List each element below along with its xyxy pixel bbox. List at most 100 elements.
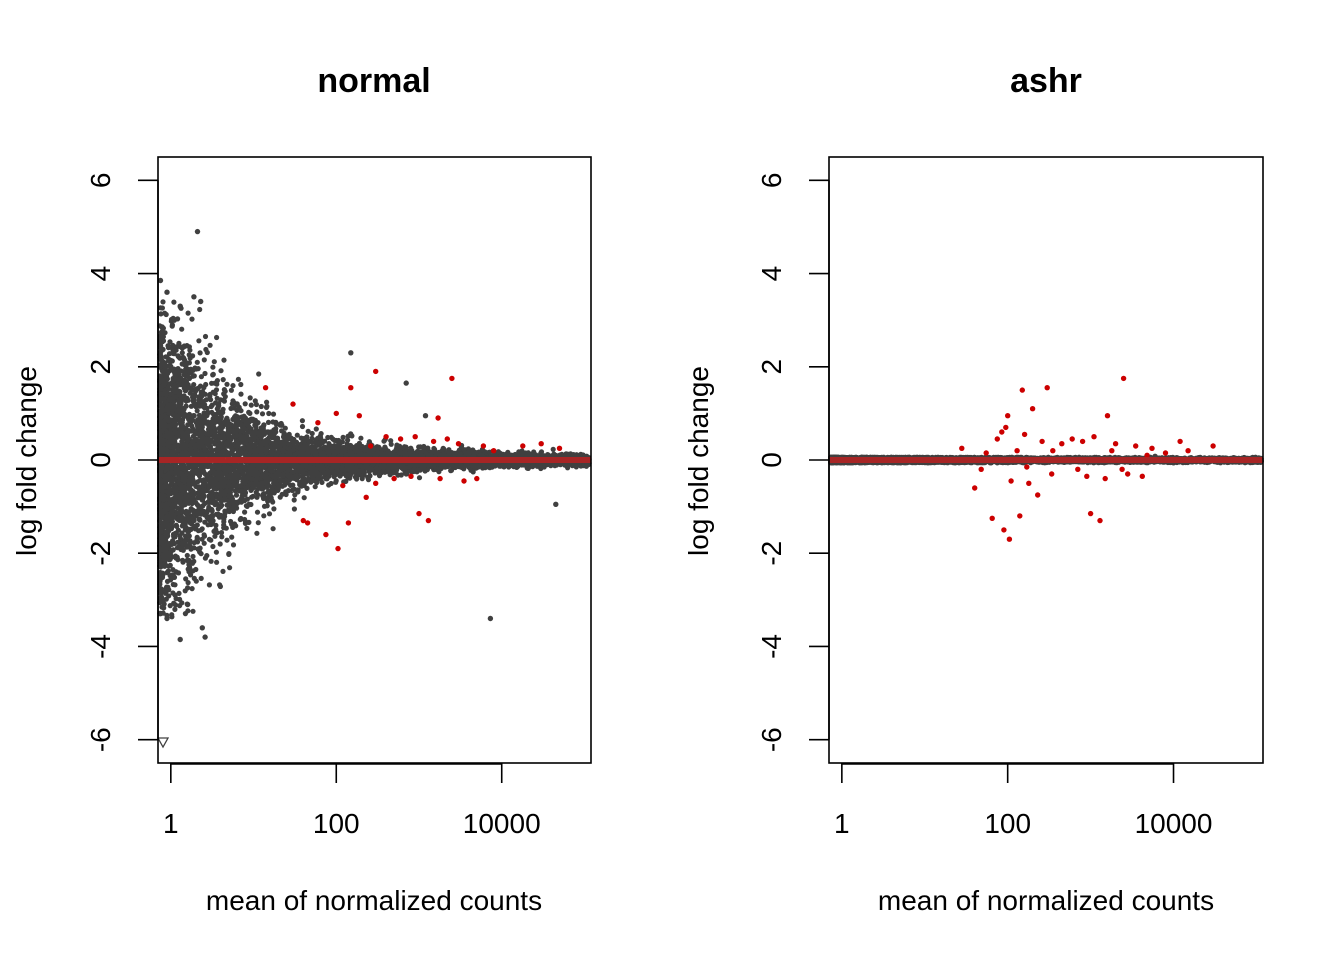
point-not-significant [242, 509, 248, 515]
point-not-significant [254, 509, 261, 515]
point-not-significant [226, 551, 232, 558]
point-not-significant [221, 387, 227, 393]
point-not-significant [228, 387, 234, 393]
point-not-significant [328, 480, 334, 487]
y-axis-label: log fold change [11, 366, 42, 556]
point-not-significant [299, 423, 306, 430]
point-not-significant [218, 368, 224, 374]
point-not-significant [193, 566, 199, 573]
point-not-significant [179, 350, 185, 356]
point-not-significant [158, 451, 164, 457]
point-not-significant [190, 608, 196, 614]
point-not-significant [242, 401, 248, 407]
point-not-significant [191, 558, 197, 565]
point-not-significant [205, 522, 211, 528]
point-not-significant [282, 425, 288, 431]
point-not-significant [330, 436, 336, 442]
point-not-significant [177, 355, 183, 361]
point-not-significant [256, 371, 262, 377]
point-not-significant [213, 549, 219, 555]
point-not-significant [198, 575, 204, 582]
panel-title: normal [317, 62, 430, 100]
point-not-significant [185, 310, 191, 316]
point-not-significant [264, 403, 270, 409]
point-not-significant [190, 553, 196, 560]
point-not-significant [175, 366, 181, 372]
point-not-significant [416, 475, 423, 481]
point-not-significant [550, 446, 556, 452]
point-not-significant [183, 576, 189, 582]
point-not-significant [177, 533, 183, 539]
point-not-significant [254, 530, 260, 536]
point-not-significant [202, 370, 208, 377]
point-not-significant [224, 381, 230, 387]
point-not-significant [266, 410, 272, 417]
point-not-significant [234, 402, 240, 408]
point-not-significant [253, 424, 259, 430]
point-not-significant [202, 333, 209, 340]
point-not-significant [197, 306, 203, 313]
point-not-significant [244, 496, 250, 502]
point-not-significant [179, 326, 185, 332]
point-not-significant [210, 371, 216, 377]
point-not-significant [254, 409, 260, 415]
point-not-significant [266, 511, 273, 517]
point-not-significant [189, 316, 195, 322]
point-not-significant [218, 504, 224, 510]
point-not-significant [228, 405, 234, 412]
point-not-significant [238, 499, 244, 505]
point-not-significant [210, 543, 216, 550]
point-not-significant [184, 552, 190, 559]
point-not-significant [252, 398, 258, 404]
point-not-significant [185, 580, 191, 586]
point-not-significant [264, 503, 270, 509]
point-not-significant [258, 403, 264, 410]
point-not-significant [206, 493, 212, 499]
point-not-significant [206, 582, 212, 588]
point-not-significant [214, 334, 220, 341]
point-not-significant [194, 537, 200, 543]
point-not-significant [195, 424, 201, 430]
point-not-significant [212, 426, 218, 432]
point-not-significant [159, 305, 165, 311]
point-not-significant [291, 497, 297, 503]
point-not-significant [270, 526, 276, 532]
point-not-significant [173, 344, 180, 350]
point-not-significant [358, 435, 364, 441]
point-not-significant [259, 411, 266, 417]
point-not-significant [211, 359, 217, 365]
point-not-significant [201, 384, 207, 391]
point-not-significant [229, 401, 235, 407]
point-not-significant [220, 377, 226, 383]
point-not-significant [209, 499, 215, 505]
point-not-significant [250, 493, 256, 499]
point-not-significant [248, 402, 254, 408]
point-not-significant [301, 495, 307, 501]
point-not-significant [340, 434, 346, 440]
point-not-significant [165, 568, 171, 574]
point-not-significant [178, 401, 184, 407]
point-not-significant [265, 419, 272, 425]
point-not-significant [172, 606, 178, 613]
point-not-significant [291, 506, 297, 512]
point-not-significant [238, 408, 244, 414]
point-not-significant [313, 426, 319, 432]
point-not-significant [359, 476, 365, 482]
point-not-significant [244, 525, 250, 532]
point-not-significant [217, 583, 223, 590]
point-not-significant [309, 430, 315, 437]
point-not-significant [214, 406, 220, 412]
point-not-significant [470, 469, 476, 475]
point-not-significant [312, 484, 318, 490]
point-not-significant [237, 516, 243, 523]
point-not-significant [365, 477, 372, 483]
point-not-significant [163, 311, 169, 318]
point-not-significant [194, 408, 200, 414]
point-not-significant [194, 359, 200, 365]
point-not-significant [199, 497, 205, 503]
point-not-significant [290, 482, 296, 488]
point-not-significant [252, 417, 258, 423]
point-not-significant [182, 539, 188, 545]
point-not-significant [304, 485, 310, 491]
